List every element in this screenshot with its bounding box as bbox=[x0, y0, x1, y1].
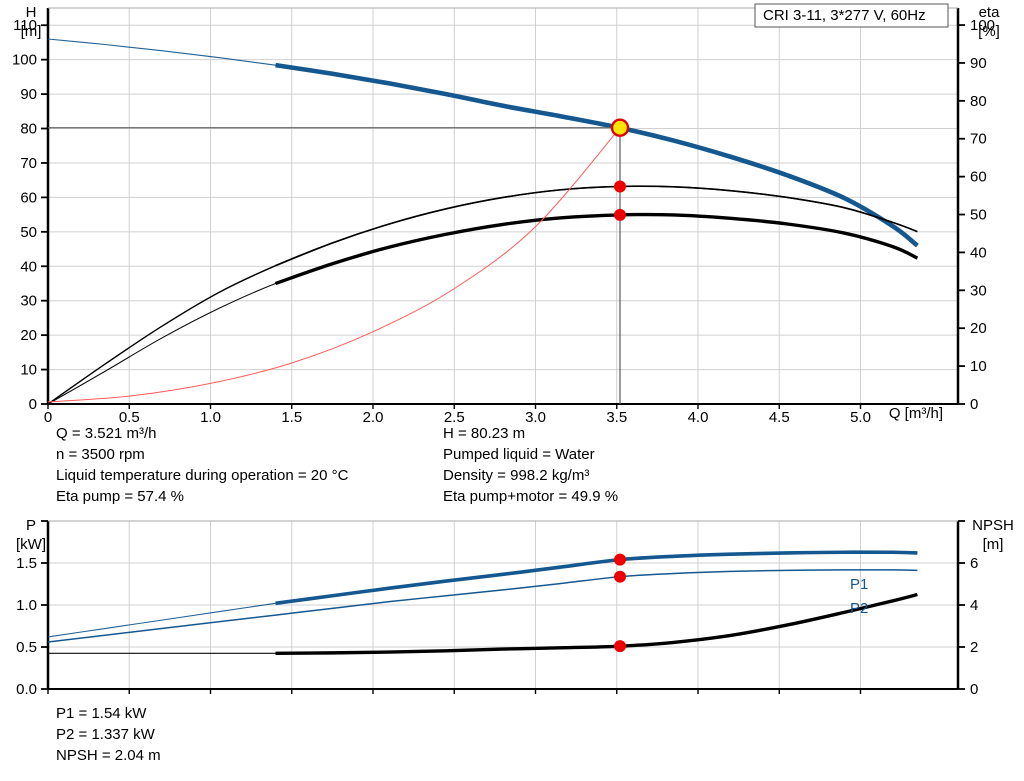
model-title-box: CRI 3-11, 3*277 V, 60Hz bbox=[754, 3, 949, 28]
svg-text:1.0: 1.0 bbox=[200, 409, 221, 426]
svg-text:70: 70 bbox=[20, 155, 37, 172]
model-title-box-bg bbox=[754, 3, 949, 28]
svg-text:0: 0 bbox=[29, 396, 37, 413]
svg-text:1.5: 1.5 bbox=[281, 409, 302, 426]
power-npsh-chart: P [kW] NPSH [m] 0.0 0.5 1.0 1.5 0 2 4 6 P1 P2 bbox=[16, 517, 1014, 698]
info-pumped-liquid: Pumped liquid = Water bbox=[443, 446, 595, 463]
npsh-axis-name: NPSH bbox=[972, 517, 1014, 534]
lower-info: P1 = 1.54 kW P2 = 1.337 kW NPSH = 2.04 m bbox=[56, 703, 161, 766]
svg-text:80: 80 bbox=[970, 93, 987, 110]
svg-text:90: 90 bbox=[20, 86, 37, 103]
eta-axis-name: eta bbox=[979, 4, 1001, 21]
curve-eta-pump-thin bbox=[47, 185, 918, 405]
eta-pump-point-marker bbox=[614, 180, 626, 193]
svg-text:40: 40 bbox=[970, 244, 987, 261]
info-q: Q = 3.521 m³/h bbox=[56, 425, 157, 442]
p1-curve-label: P1 bbox=[850, 576, 868, 593]
upper-info-right: H = 80.23 m Pumped liquid = Water Densit… bbox=[443, 423, 618, 507]
info-p2: P2 = 1.337 kW bbox=[56, 726, 155, 743]
svg-text:30: 30 bbox=[970, 282, 987, 299]
svg-text:0.0: 0.0 bbox=[16, 681, 37, 698]
duty-point-marker bbox=[610, 118, 630, 137]
svg-text:0: 0 bbox=[970, 681, 978, 698]
p2-curve-label: P2 bbox=[850, 600, 868, 617]
npsh-point-marker bbox=[614, 640, 626, 653]
svg-text:4.5: 4.5 bbox=[769, 409, 790, 426]
p1-point-marker bbox=[614, 553, 626, 566]
system-curve bbox=[47, 127, 621, 403]
svg-text:4: 4 bbox=[970, 597, 978, 614]
info-p1: P1 = 1.54 kW bbox=[56, 705, 147, 722]
info-liquid-temp: Liquid temperature during operation = 20… bbox=[56, 467, 349, 484]
p2-point-marker bbox=[614, 570, 626, 583]
svg-text:20: 20 bbox=[970, 320, 987, 337]
h-axis-unit: [m] bbox=[21, 23, 42, 40]
svg-text:60: 60 bbox=[970, 169, 987, 186]
curve-p1-thick bbox=[275, 550, 918, 606]
model-title-text: CRI 3-11, 3*277 V, 60Hz bbox=[763, 7, 926, 24]
svg-text:80: 80 bbox=[20, 121, 37, 138]
curve-h-head--thick bbox=[275, 62, 919, 248]
curve-eta-pump-thick bbox=[275, 185, 918, 267]
info-npsh: NPSH = 2.04 m bbox=[56, 747, 161, 764]
eta-axis-unit: [%] bbox=[978, 23, 1000, 40]
svg-text:50: 50 bbox=[970, 207, 987, 224]
npsh-axis-unit: [m] bbox=[983, 536, 1004, 553]
lower-tick-marks bbox=[41, 520, 965, 694]
h-axis-name: H bbox=[26, 4, 37, 21]
svg-text:2.5: 2.5 bbox=[444, 409, 465, 426]
lower-tick-labels: 0.0 0.5 1.0 1.5 0 2 4 6 bbox=[16, 555, 978, 698]
svg-text:100: 100 bbox=[970, 17, 995, 34]
upper-gridlines bbox=[47, 8, 958, 405]
p-axis-unit: [kW] bbox=[16, 536, 46, 553]
svg-text:30: 30 bbox=[20, 293, 37, 310]
svg-text:2: 2 bbox=[970, 639, 978, 656]
curve-p2-thin bbox=[47, 569, 918, 643]
svg-text:0: 0 bbox=[44, 409, 52, 426]
svg-text:110: 110 bbox=[13, 17, 37, 34]
curve-eta-pump-motor-thick bbox=[274, 212, 919, 286]
svg-text:100: 100 bbox=[12, 52, 37, 69]
svg-text:0: 0 bbox=[970, 396, 978, 413]
svg-text:10: 10 bbox=[20, 362, 37, 379]
lower-gridlines bbox=[47, 520, 958, 690]
svg-text:90: 90 bbox=[970, 55, 987, 72]
svg-text:1.5: 1.5 bbox=[16, 555, 37, 572]
svg-text:20: 20 bbox=[20, 327, 37, 344]
svg-text:1.0: 1.0 bbox=[16, 597, 37, 614]
lower-markers bbox=[614, 553, 626, 653]
upper-markers bbox=[48, 118, 630, 404]
info-density: Density = 998.2 kg/m³ bbox=[443, 467, 590, 484]
svg-text:6: 6 bbox=[970, 555, 978, 572]
curve-eta-pump-motor-thin bbox=[47, 213, 918, 405]
svg-text:70: 70 bbox=[970, 131, 987, 148]
svg-text:3.5: 3.5 bbox=[606, 409, 627, 426]
head-eta-chart: H [m] eta [%] 01020304050607080901001100… bbox=[12, 3, 1001, 426]
info-n: n = 3500 rpm bbox=[56, 446, 145, 463]
upper-tick-labels: 0 10 20 30 40 50 60 70 80 90 100 110 0 10 20 30 40 50 60 70… bbox=[12, 17, 995, 426]
upper-tick-marks bbox=[41, 24, 965, 409]
svg-text:10: 10 bbox=[970, 358, 987, 375]
q-axis-label: Q [m³/h] bbox=[889, 405, 943, 422]
svg-text:3.0: 3.0 bbox=[525, 409, 546, 426]
svg-text:0.5: 0.5 bbox=[16, 639, 37, 656]
svg-text:50: 50 bbox=[20, 224, 37, 241]
svg-text:0.5: 0.5 bbox=[119, 409, 140, 426]
eta-pump-motor-point-marker bbox=[614, 208, 626, 221]
p-axis-name: P bbox=[26, 517, 36, 534]
svg-text:40: 40 bbox=[20, 258, 37, 275]
svg-text:2.0: 2.0 bbox=[363, 409, 384, 426]
svg-text:60: 60 bbox=[20, 189, 37, 206]
svg-text:4.0: 4.0 bbox=[688, 409, 709, 426]
upper-info-left: Q = 3.521 m³/h n = 3500 rpm Liquid tempe… bbox=[56, 423, 348, 507]
info-eta-pump-motor: Eta pump+motor = 49.9 % bbox=[443, 488, 619, 505]
info-eta-pump: Eta pump = 57.4 % bbox=[56, 488, 184, 505]
lower-curves bbox=[47, 550, 918, 655]
curve-h-head--thin bbox=[47, 38, 918, 247]
info-h: H = 80.23 m bbox=[443, 425, 526, 442]
svg-text:5.0: 5.0 bbox=[850, 409, 871, 426]
